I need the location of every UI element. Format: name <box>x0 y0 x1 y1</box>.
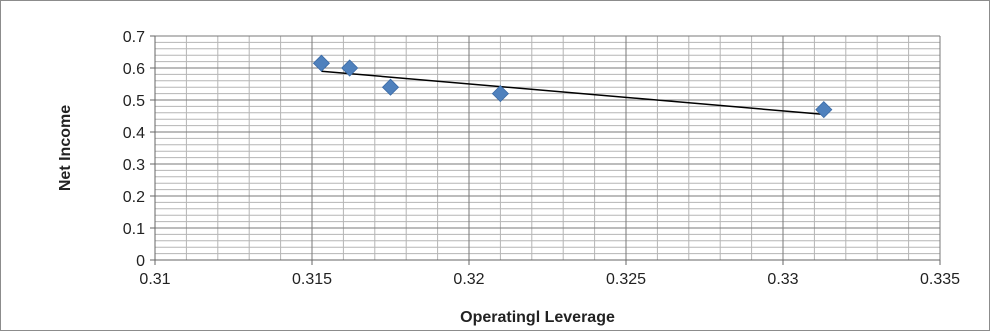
y-axis-title: Net Income <box>57 105 74 191</box>
x-axis-title: Operatingl Leverage <box>460 309 615 326</box>
y-tick-label: 0.1 <box>123 221 145 238</box>
trendline <box>321 70 824 116</box>
x-tick-label: 0.335 <box>920 271 960 288</box>
axes <box>150 35 941 265</box>
data-point <box>815 101 833 119</box>
major-gridlines <box>154 35 941 261</box>
data-point <box>312 54 330 72</box>
y-tick-label: 0.6 <box>123 61 145 78</box>
y-tick-labels: 0 0.1 0.2 0.3 0.4 0.5 0.6 0.7 <box>123 29 145 270</box>
y-tick-label: 0.3 <box>123 157 145 174</box>
y-tick-label: 0.2 <box>123 189 145 206</box>
data-point <box>341 59 359 77</box>
x-tick-label: 0.325 <box>606 271 646 288</box>
trendline-layer <box>321 70 824 116</box>
data-point <box>491 85 509 103</box>
x-tick-label: 0.33 <box>767 271 798 288</box>
y-tick-label: 0.4 <box>123 125 145 142</box>
x-tick-label: 0.315 <box>292 271 332 288</box>
data-point <box>381 78 400 96</box>
x-tick-label: 0.31 <box>139 271 170 288</box>
data-points <box>312 54 833 119</box>
y-tick-label: 0 <box>136 253 145 270</box>
x-tick-label: 0.32 <box>453 271 484 288</box>
y-tick-label: 0.5 <box>123 93 145 110</box>
x-tick-labels: 0.31 0.315 0.32 0.325 0.33 0.335 <box>139 271 960 288</box>
y-tick-label: 0.7 <box>123 29 145 46</box>
minor-gridlines <box>155 36 940 260</box>
